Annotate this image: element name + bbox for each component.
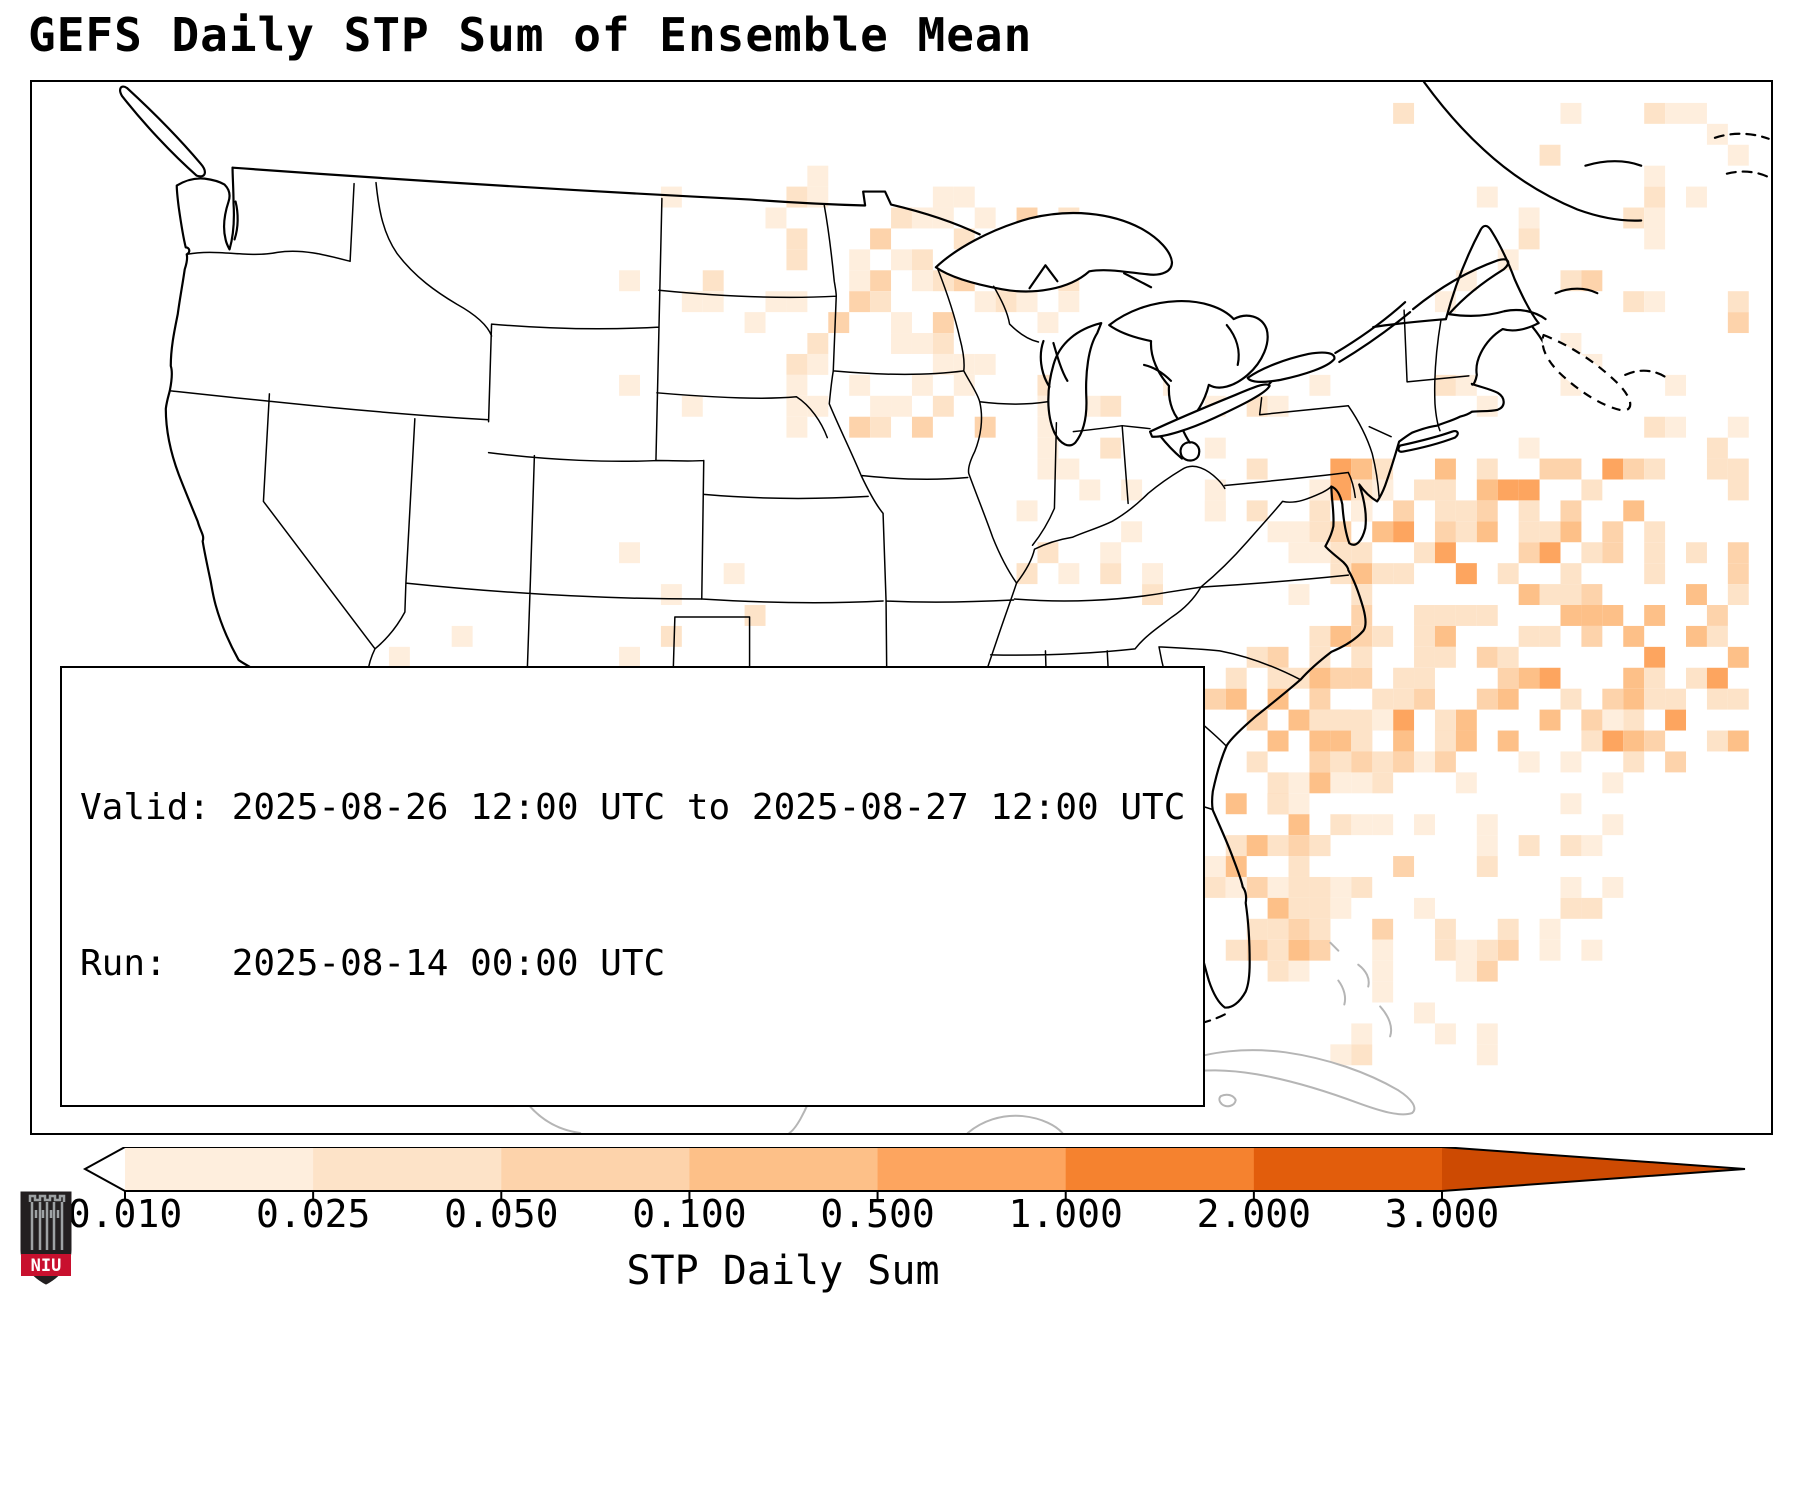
puget-sound	[233, 200, 239, 241]
isla-juventud	[1218, 1093, 1237, 1108]
nova-scotia	[1541, 333, 1632, 412]
maine-border	[1444, 224, 1540, 325]
pacific-coast	[164, 166, 323, 738]
colorbar-tick-label: 0.025	[255, 1192, 371, 1236]
colorbar-title: STP Daily Sum	[626, 1248, 940, 1294]
vancouver-island	[119, 85, 206, 178]
castle-icon	[28, 1194, 66, 1250]
prince-edward-island	[1554, 287, 1599, 295]
georgian-bay	[1225, 323, 1240, 367]
state-lines-midwest	[937, 268, 1226, 584]
lake-ontario	[1246, 351, 1336, 383]
st-lawrence-river	[1334, 301, 1412, 364]
lake-superior	[934, 211, 1174, 293]
newfoundland-corner	[1713, 132, 1771, 179]
run-time: Run: 2025-08-14 00:00 UTC	[80, 943, 666, 985]
colorbar-tick-label: 0.500	[820, 1192, 935, 1236]
anticosti-island	[1584, 160, 1643, 167]
us-canada-45th-border	[1372, 318, 1448, 329]
logo-text: NIU	[31, 1256, 62, 1276]
us-canada-coastlines	[119, 82, 1771, 1028]
lake-huron	[1108, 300, 1269, 426]
timestamp-box: Valid: 2025-08-26 12:00 UTC to 2025-08-2…	[60, 665, 1206, 1107]
logo-banner	[21, 1254, 71, 1276]
green-bay	[1039, 339, 1069, 388]
colorbar-tick-label: 0.010	[67, 1192, 183, 1236]
long-island	[1397, 430, 1459, 453]
colorbar-tick-label: 3.000	[1384, 1192, 1500, 1236]
canada-border	[231, 166, 981, 236]
colorbar-tick-label: 0.050	[444, 1192, 559, 1236]
niu-logo: NIU	[20, 1191, 72, 1285]
yucatan-coast	[966, 1114, 1064, 1133]
bahamas-islands	[1329, 941, 1393, 1038]
cape-breton	[1624, 369, 1670, 380]
cuba-coast	[1177, 1049, 1416, 1116]
page-title: GEFS Daily STP Sum of Ensemble Mean	[28, 8, 1033, 62]
st-marys-river	[1123, 272, 1153, 289]
saginaw-bay	[1142, 363, 1173, 382]
colorbar-tick-label: 2.000	[1196, 1192, 1312, 1236]
colorbar-tick-label: 0.100	[632, 1192, 747, 1236]
st-lawrence-estuary	[1422, 82, 1643, 222]
lake-erie	[1148, 383, 1271, 438]
conus-map	[119, 82, 1771, 1133]
colorbar	[30, 1146, 1773, 1207]
colorbar-svg	[82, 1146, 1746, 1201]
colorbar-tick-label: 1.000	[1008, 1192, 1123, 1236]
lake-michigan	[1047, 321, 1103, 447]
valid-time: Valid: 2025-08-26 12:00 UTC to 2025-08-2…	[80, 786, 1186, 828]
stp-shading-cells	[263, 102, 1749, 1108]
colorbar-tick-labels: 0.010 0.025 0.050 0.100 0.500 1.000 2.000 3.000	[30, 1192, 1773, 1240]
map-panel: Valid: 2025-08-26 12:00 UTC to 2025-08-2…	[30, 80, 1773, 1135]
keweenaw-peninsula	[1028, 264, 1059, 290]
gaspe-peninsula	[1411, 258, 1510, 317]
